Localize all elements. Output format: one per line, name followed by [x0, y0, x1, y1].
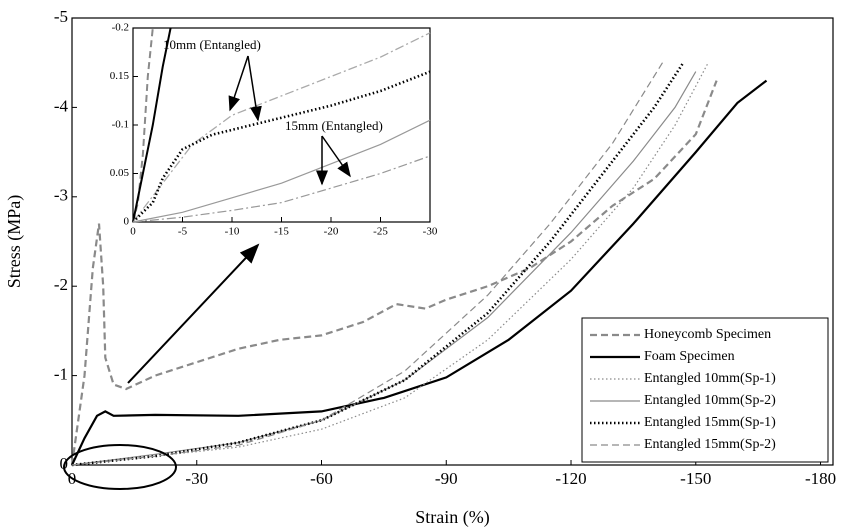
series-line: [71, 62, 709, 466]
y-tick-label: -2: [54, 275, 68, 294]
legend-label: Entangled 10mm(Sp-1): [644, 371, 776, 386]
legend-label: Entangled 15mm(Sp-1): [644, 415, 776, 430]
x-tick-label: -120: [555, 469, 586, 488]
highlight-ellipse: [63, 444, 177, 490]
x-tick-label: 0: [130, 225, 136, 237]
inset-plot: 0 -5 -10 -15 -20 -25 -30 0 0.05 -0.1 0.15 -0.2 10mm …: [110, 22, 438, 238]
legend-label: Entangled 10mm(Sp-2): [644, 393, 776, 408]
x-tick-label: -30: [185, 469, 208, 488]
annotation: 15mm (Entangled): [285, 118, 383, 133]
x-tick-label: -25: [373, 225, 388, 237]
legend: Honeycomb Specimen Foam Specimen Entangled…: [581, 317, 829, 463]
x-tick-label: -150: [680, 469, 711, 488]
series-line: [132, 70, 431, 223]
x-axis-label: Strain (%): [415, 507, 489, 528]
y-tick-label: 0.15: [110, 70, 130, 82]
y-tick-label: -3: [54, 186, 68, 205]
y-tick-label: 0.05: [110, 167, 130, 179]
x-tick-label: -60: [310, 469, 333, 488]
x-tick-label: -5: [178, 225, 188, 237]
inset-arrows: [228, 55, 351, 186]
y-tick-label: -4: [54, 96, 69, 115]
y-tick-label: -1: [54, 365, 68, 384]
legend-box: [581, 317, 829, 463]
x-tick-label: -10: [225, 225, 240, 237]
legend-label: Foam Specimen: [644, 349, 735, 364]
y-tick-label: -5: [54, 7, 68, 26]
series-line: [132, 155, 431, 223]
x-tick-label: -90: [435, 469, 458, 488]
y-tick-label: -0.2: [112, 22, 129, 34]
x-tick-label: -30: [423, 225, 438, 237]
series-line: [132, 119, 431, 223]
y-tick-label: 0: [124, 216, 130, 228]
legend-label: Entangled 15mm(Sp-2): [644, 437, 776, 452]
series-line: [132, 27, 172, 223]
annotation: 10mm (Entangled): [163, 37, 261, 52]
series-line: [71, 71, 697, 466]
zoom-arrow: [127, 243, 260, 384]
series-line: [70, 80, 718, 466]
series-line: [132, 32, 431, 223]
x-tick-label: -180: [805, 469, 836, 488]
plot-area: [132, 27, 431, 223]
x-tick-label: -20: [324, 225, 339, 237]
series-line: [71, 62, 664, 466]
x-tick-label: -15: [274, 225, 289, 237]
y-tick-label: -0.1: [112, 119, 129, 131]
y-axis-label: Stress (MPa): [4, 195, 25, 289]
legend-label: Honeycomb Specimen: [644, 327, 771, 342]
